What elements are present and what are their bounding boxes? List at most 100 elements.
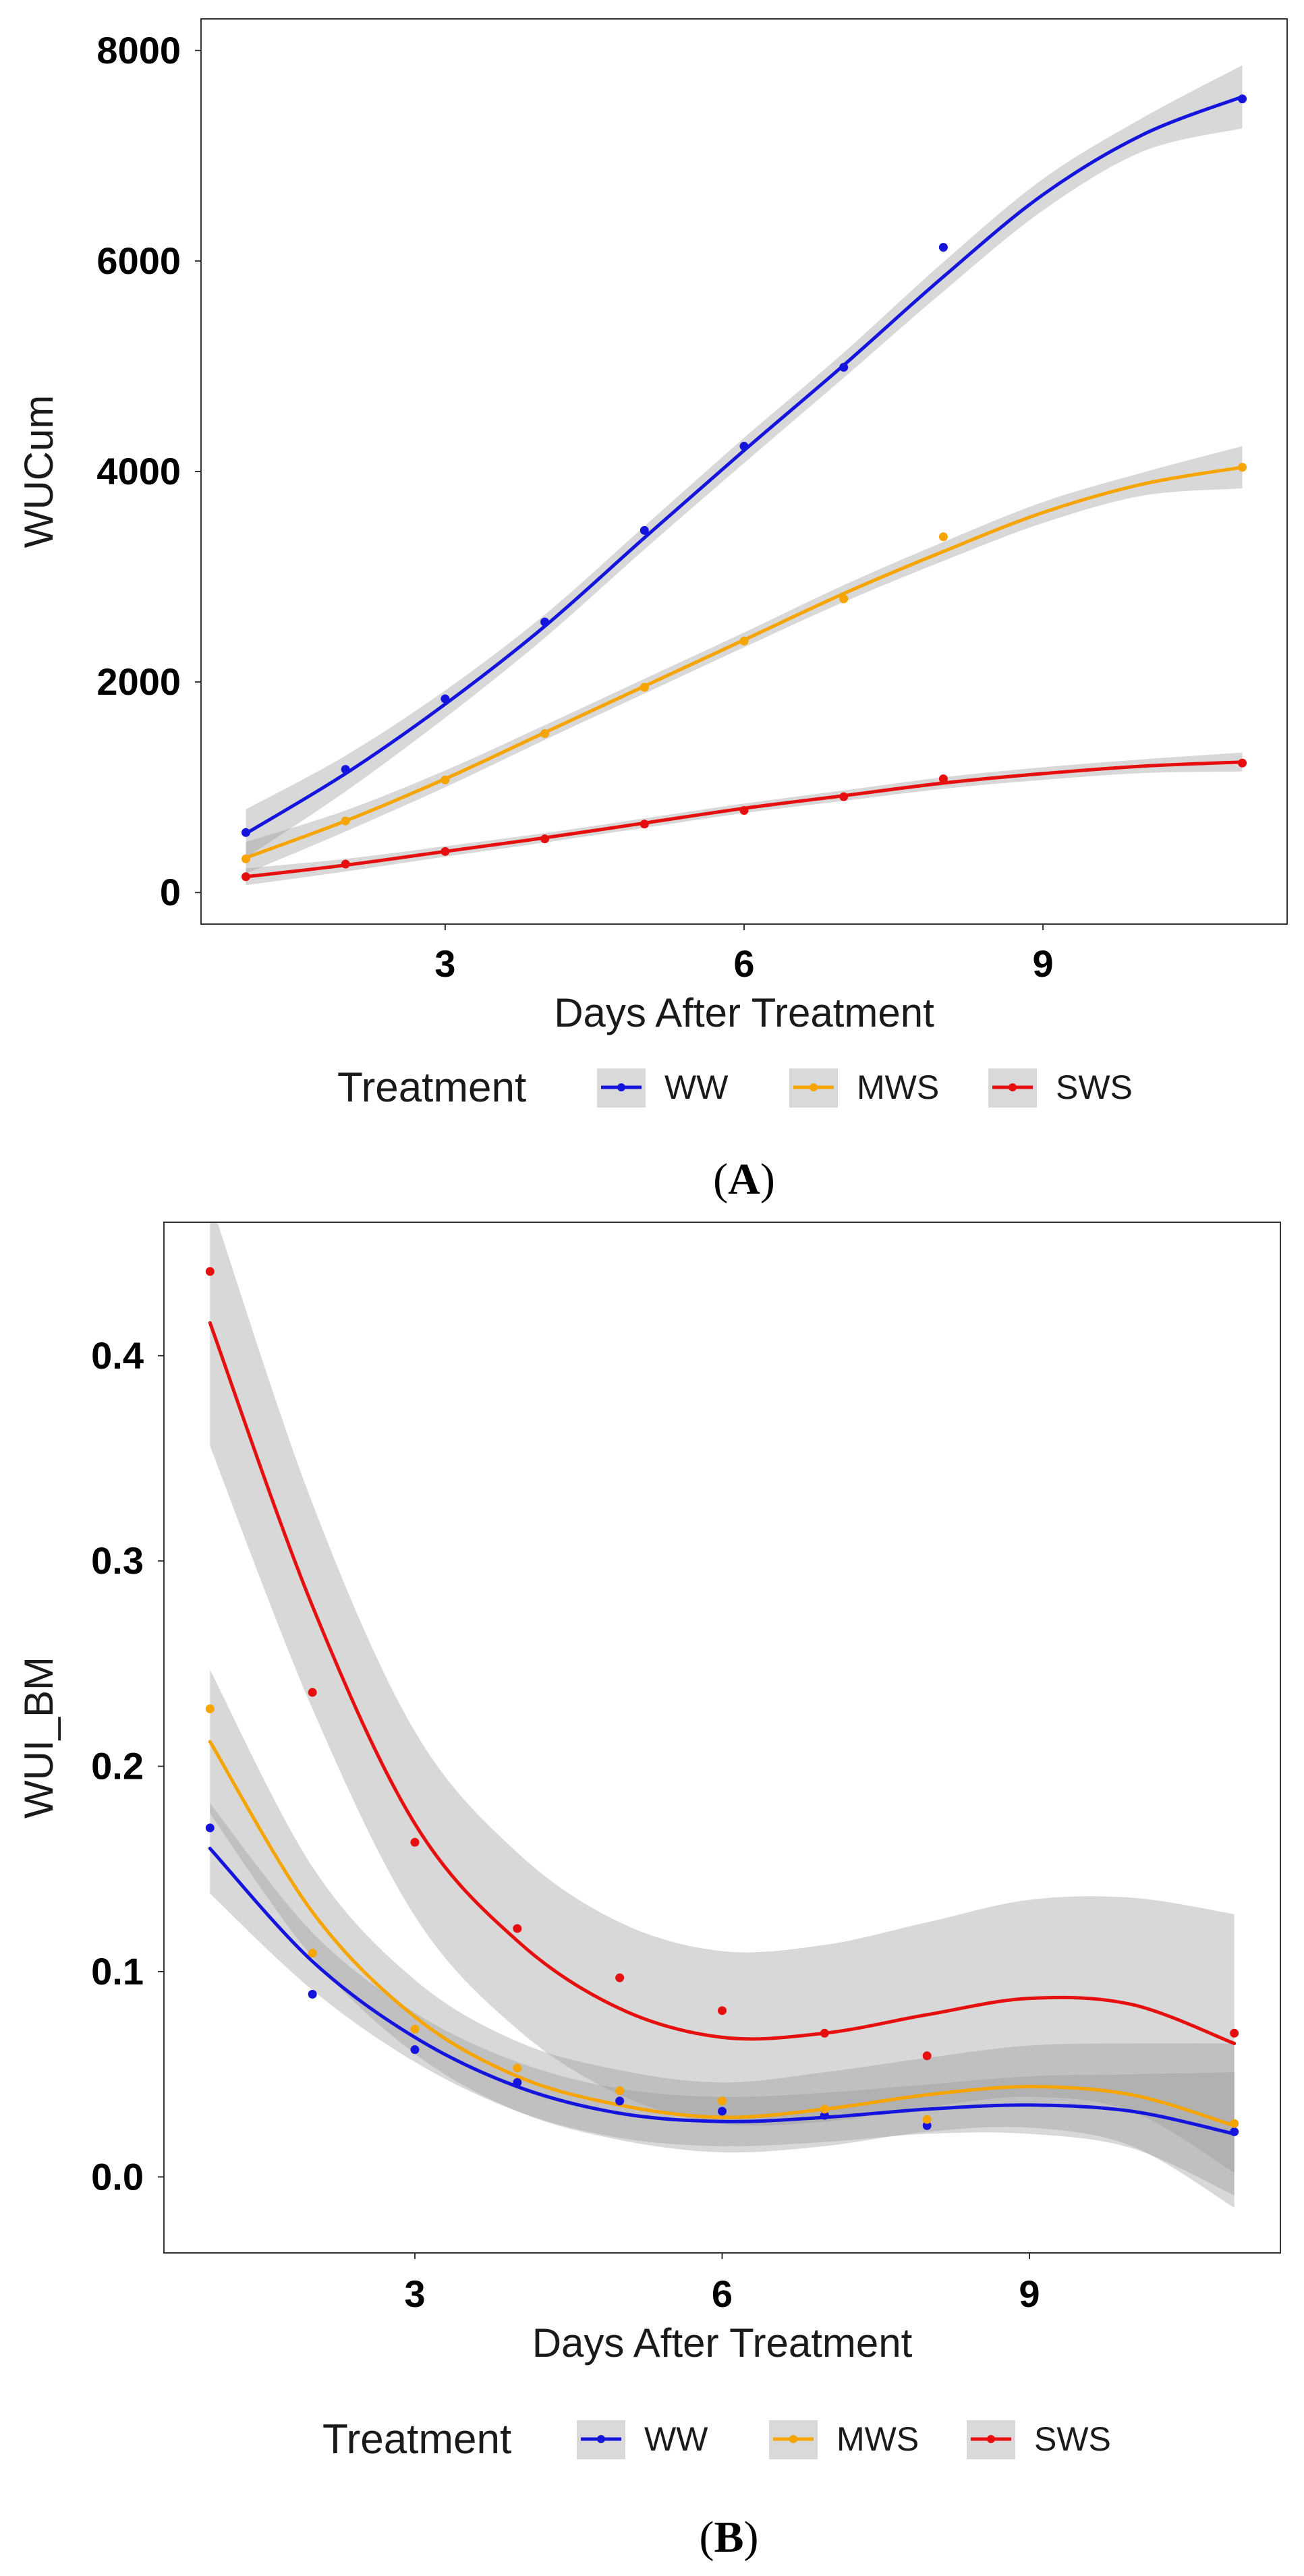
y-tick-label: 4000 — [96, 450, 181, 492]
y-tick-label: 0.1 — [91, 1950, 144, 1993]
x-axis-title: Days After Treatment — [554, 990, 934, 1035]
data-point-ww — [241, 828, 250, 837]
y-tick-label: 2000 — [96, 660, 181, 703]
data-point-ww — [341, 765, 350, 774]
plot-layer-b — [205, 1222, 1239, 2208]
data-point-sws — [718, 2006, 727, 2015]
y-tick-label: 6000 — [96, 239, 181, 282]
data-point-mws — [410, 2024, 420, 2034]
data-point-mws — [341, 816, 350, 826]
legend-key-point — [810, 1083, 818, 1091]
panel-label: (B) — [700, 2513, 759, 2562]
legend-key-point — [987, 2435, 995, 2443]
legend-item-sws: SWS — [988, 1068, 1133, 1108]
data-point-ww — [640, 525, 649, 535]
x-tick-label: 6 — [712, 2272, 733, 2315]
data-point-mws — [205, 1704, 215, 1713]
data-point-sws — [640, 820, 649, 829]
legend-title: Treatment — [322, 2416, 511, 2463]
confidence-band-mws — [246, 446, 1243, 874]
legend-label: MWS — [857, 1068, 939, 1106]
chart-panel-a: 0 2000 4000 6000 8000 3 6 9 Days After Treatment… — [16, 18, 1288, 1204]
legend-b: Treatment WW MWS SWS — [322, 2416, 1111, 2463]
y-tick-label: 8000 — [96, 29, 181, 71]
y-axis-title: WUI_BM — [16, 1657, 61, 1819]
data-point-sws — [739, 805, 749, 815]
data-point-sws — [839, 792, 849, 801]
data-point-sws — [341, 859, 350, 869]
panel-label: (A) — [713, 1155, 775, 1204]
data-point-ww — [513, 2078, 522, 2087]
chart-panel-b: 0.0 0.1 0.2 0.3 0.4 3 6 9 Days After Treatment WU… — [16, 1222, 1281, 2562]
data-point-ww — [540, 617, 550, 627]
data-point-ww — [441, 694, 450, 704]
legend-label: MWS — [837, 2420, 919, 2458]
x-tick-label: 3 — [404, 2272, 425, 2315]
data-point-mws — [513, 2063, 522, 2073]
legend-label: WW — [644, 2420, 708, 2458]
legend-item-mws: MWS — [789, 1068, 939, 1108]
data-point-ww — [308, 1989, 317, 1999]
data-point-sws — [410, 1837, 420, 1847]
data-point-ww — [922, 2121, 932, 2130]
legend-label: SWS — [1056, 1068, 1133, 1106]
legend-item-mws: MWS — [769, 2420, 919, 2459]
data-point-mws — [1238, 463, 1247, 472]
data-point-mws — [540, 729, 550, 739]
legend-label: SWS — [1034, 2420, 1111, 2458]
y-tick-label: 0 — [160, 871, 181, 913]
data-point-ww — [839, 363, 849, 372]
y-tick-label: 0.3 — [91, 1539, 144, 1582]
x-tick-label: 3 — [434, 942, 455, 985]
data-point-sws — [441, 847, 450, 856]
series-line-mws — [208, 1740, 1237, 2127]
data-point-mws — [839, 594, 849, 604]
series-line-ww — [208, 1846, 1237, 2136]
data-point-mws — [441, 775, 450, 784]
data-point-sws — [1230, 2028, 1239, 2038]
legend-key-point — [1009, 1083, 1017, 1091]
data-point-mws — [718, 2096, 727, 2106]
data-point-ww — [615, 2096, 625, 2106]
x-tick-label: 9 — [1019, 2272, 1040, 2315]
confidence-band-sws — [210, 1222, 1235, 2173]
data-point-ww — [938, 243, 948, 252]
data-point-ww — [410, 2045, 420, 2055]
data-point-ww — [739, 442, 749, 451]
plot-layer-a — [241, 65, 1247, 886]
legend-item-ww: WW — [597, 1068, 729, 1108]
data-point-mws — [615, 2086, 625, 2096]
data-point-sws — [241, 872, 250, 882]
data-point-mws — [922, 2115, 932, 2124]
data-point-mws — [938, 532, 948, 542]
data-point-mws — [241, 854, 250, 863]
data-point-sws — [938, 774, 948, 784]
legend-item-ww: WW — [577, 2420, 708, 2459]
data-point-sws — [205, 1267, 215, 1276]
plot-area-b — [164, 1222, 1280, 2253]
legend-item-sws: SWS — [967, 2420, 1111, 2459]
legend-a: Treatment WW MWS SWS — [337, 1064, 1133, 1111]
data-point-sws — [1238, 758, 1247, 768]
y-axis-title: WUCum — [16, 395, 61, 548]
x-tick-label: 9 — [1033, 942, 1054, 985]
legend-key-point — [597, 2435, 605, 2443]
series-line-sws — [208, 1321, 1237, 2045]
plot-area-a — [201, 19, 1287, 924]
data-point-sws — [615, 1973, 625, 1982]
data-point-ww — [1230, 2127, 1239, 2136]
x-axis-title: Days After Treatment — [532, 2320, 913, 2366]
data-point-ww — [1238, 94, 1247, 104]
y-tick-label: 0.4 — [91, 1334, 144, 1377]
confidence-band-ww — [210, 1803, 1235, 2196]
data-point-ww — [718, 2107, 727, 2116]
legend-title: Treatment — [337, 1064, 526, 1111]
data-point-mws — [308, 1949, 317, 1958]
data-point-sws — [513, 1924, 522, 1933]
data-point-sws — [540, 834, 550, 844]
data-point-sws — [820, 2028, 829, 2038]
confidence-band-ww — [246, 65, 1243, 858]
data-point-ww — [205, 1823, 215, 1833]
legend-label: WW — [664, 1068, 729, 1106]
